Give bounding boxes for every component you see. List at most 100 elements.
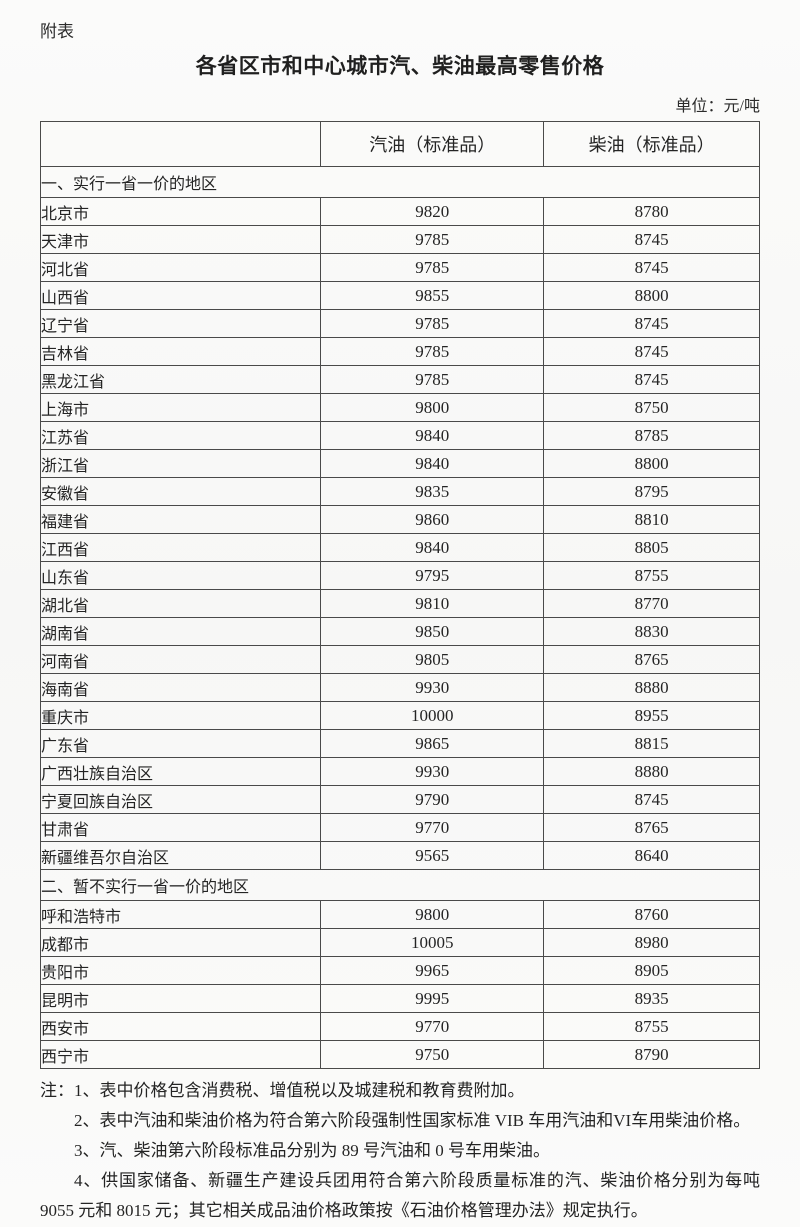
table-row: 甘肃省 9770 8765 (39, 813, 760, 842)
region-name: 福建省 (39, 505, 322, 534)
gasoline-price: 9785 (320, 365, 545, 394)
table-row: 宁夏回族自治区 9790 8745 (39, 785, 760, 814)
note-2: 2、表中汽油和柴油价格为符合第六阶段强制性国家标准 VIB 车用汽油和VI车用柴… (74, 1111, 751, 1130)
region-name: 天津市 (39, 225, 322, 254)
gasoline-price: 9565 (320, 841, 545, 870)
gasoline-price: 9785 (320, 309, 545, 338)
diesel-price: 8805 (543, 533, 760, 562)
diesel-price: 8830 (543, 617, 760, 646)
gasoline-price: 9835 (320, 477, 545, 506)
table-row: 广西壮族自治区 9930 8880 (39, 757, 760, 786)
page-title: 各省区市和中心城市汽、柴油最高零售价格 (195, 55, 605, 78)
diesel-price: 8745 (543, 337, 760, 366)
table-row: 上海市 9800 8750 (39, 393, 760, 422)
region-name: 成都市 (39, 928, 322, 957)
region-name: 西宁市 (39, 1040, 322, 1069)
table-row: 安徽省 9835 8795 (39, 477, 760, 506)
diesel-price: 8770 (543, 589, 760, 618)
region-name: 昆明市 (39, 984, 322, 1013)
diesel-price: 8765 (543, 813, 760, 842)
region-name: 安徽省 (39, 477, 322, 506)
table-row: 新疆维吾尔自治区 9565 8640 (39, 841, 760, 870)
gasoline-price: 9850 (320, 617, 545, 646)
gasoline-price: 9855 (320, 281, 545, 310)
diesel-price: 8745 (543, 785, 760, 814)
gasoline-price: 9800 (320, 900, 545, 929)
region-name: 山西省 (39, 281, 322, 310)
table-row: 辽宁省 9785 8745 (39, 309, 760, 338)
table-row: 海南省 9930 8880 (39, 673, 760, 702)
gasoline-price: 9840 (320, 449, 545, 478)
diesel-price: 8765 (543, 645, 760, 674)
gasoline-price: 9770 (320, 813, 545, 842)
section-heading: 一、实行一省一价的地区 (40, 166, 760, 198)
table-row: 河南省 9805 8765 (39, 645, 760, 674)
diesel-price: 8640 (543, 841, 760, 870)
region-name: 甘肃省 (39, 813, 322, 842)
note-4: 4、供国家储备、新疆生产建设兵团用符合第六阶段质量标准的汽、柴油价格分别为每吨 … (40, 1171, 760, 1220)
diesel-price: 8755 (543, 1012, 760, 1041)
region-name: 呼和浩特市 (39, 900, 322, 929)
gasoline-price: 10000 (320, 701, 545, 730)
region-name: 湖南省 (39, 617, 322, 646)
region-name: 吉林省 (39, 337, 322, 366)
header-region (39, 121, 322, 167)
table-row: 黑龙江省 9785 8745 (39, 365, 760, 394)
table-row: 浙江省 9840 8800 (39, 449, 760, 478)
table-row: 山东省 9795 8755 (39, 561, 760, 590)
region-name: 河南省 (39, 645, 322, 674)
gasoline-price: 9795 (320, 561, 545, 590)
region-name: 海南省 (39, 673, 322, 702)
gasoline-price: 9930 (320, 673, 545, 702)
gasoline-price: 9995 (320, 984, 545, 1013)
diesel-price: 8745 (543, 253, 760, 282)
header-diesel: 柴油（标准品） (543, 121, 760, 167)
diesel-price: 8880 (543, 673, 760, 702)
diesel-price: 8810 (543, 505, 760, 534)
diesel-price: 8760 (543, 900, 760, 929)
gasoline-price: 9810 (320, 589, 545, 618)
region-name: 江西省 (39, 533, 322, 562)
diesel-price: 8750 (543, 393, 760, 422)
gasoline-price: 9840 (320, 421, 545, 450)
diesel-price: 8745 (543, 309, 760, 338)
region-name: 北京市 (39, 197, 322, 226)
table-body: 一、实行一省一价的地区 北京市 9820 8780 天津市 9785 8745 河北省 9785… (39, 166, 760, 1069)
diesel-price: 8815 (543, 729, 760, 758)
region-name: 新疆维吾尔自治区 (39, 841, 322, 870)
diesel-price: 8800 (543, 449, 760, 478)
diesel-price: 8905 (543, 956, 760, 985)
diesel-price: 8795 (543, 477, 760, 506)
diesel-price: 8980 (543, 928, 760, 957)
table-row: 重庆市 10000 8955 (39, 701, 760, 730)
table-row: 江西省 9840 8805 (39, 533, 760, 562)
table-header-row: 汽油（标准品） 柴油（标准品） (39, 121, 760, 167)
gasoline-price: 9865 (320, 729, 545, 758)
diesel-price: 8790 (543, 1040, 760, 1069)
gasoline-price: 9785 (320, 337, 545, 366)
note-3: 3、汽、柴油第六阶段标准品分别为 89 号汽油和 0 号车用柴油。 (74, 1141, 550, 1160)
table-row: 江苏省 9840 8785 (39, 421, 760, 450)
gasoline-price: 9800 (320, 393, 545, 422)
gasoline-price: 9785 (320, 253, 545, 282)
table-row: 山西省 9855 8800 (39, 281, 760, 310)
region-name: 河北省 (39, 253, 322, 282)
region-name: 贵阳市 (39, 956, 322, 985)
gasoline-price: 9750 (320, 1040, 545, 1069)
region-name: 江苏省 (39, 421, 322, 450)
region-name: 重庆市 (39, 701, 322, 730)
gasoline-price: 9805 (320, 645, 545, 674)
table-row: 吉林省 9785 8745 (39, 337, 760, 366)
gasoline-price: 9965 (320, 956, 545, 985)
region-name: 上海市 (39, 393, 322, 422)
section-heading-row: 一、实行一省一价的地区 (40, 166, 760, 198)
table-row: 成都市 10005 8980 (39, 928, 760, 957)
diesel-price: 8780 (543, 197, 760, 226)
gasoline-price: 9785 (320, 225, 545, 254)
diesel-price: 8745 (543, 365, 760, 394)
region-name: 辽宁省 (39, 309, 322, 338)
section-heading-row: 二、暂不实行一省一价的地区 (40, 869, 760, 901)
diesel-price: 8755 (543, 561, 760, 590)
table-row: 河北省 9785 8745 (39, 253, 760, 282)
